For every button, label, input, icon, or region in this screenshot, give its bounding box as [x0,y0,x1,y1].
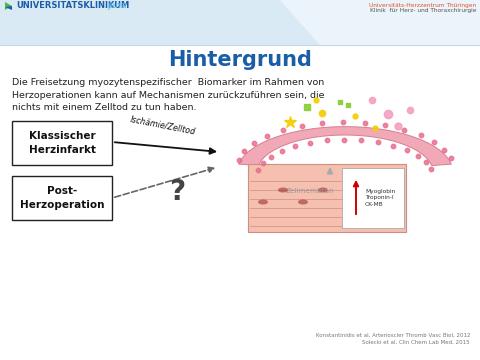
FancyBboxPatch shape [342,168,404,228]
Text: Konstantinidis et al, Arterioscler Thromb Vasc Biol, 2012: Konstantinidis et al, Arterioscler Throm… [315,333,470,338]
Text: ?: ? [169,178,185,206]
Text: Hintergrund: Hintergrund [168,50,312,70]
FancyBboxPatch shape [12,121,112,165]
Text: Klassischer
Herzinfarkt: Klassischer Herzinfarkt [28,131,96,154]
Ellipse shape [258,199,268,204]
FancyBboxPatch shape [248,164,406,232]
Text: jena: jena [107,1,127,10]
Text: Universitäts-Herzzentrum Thüringen: Universitäts-Herzzentrum Thüringen [369,3,476,8]
Polygon shape [239,127,451,166]
Text: Die Freisetzung myozytenspezifischer  Biomarker im Rahmen von
Herzoperationen ka: Die Freisetzung myozytenspezifischer Bio… [12,78,324,112]
Polygon shape [5,6,12,10]
Text: Post-
Herzoperation: Post- Herzoperation [20,186,104,210]
Bar [0,0,480,45]
Polygon shape [5,2,12,10]
Bar [0,45,480,360]
Text: Ischämie/Zelltod: Ischämie/Zelltod [130,114,196,136]
Text: Klinik  für Herz- und Thoraxchirurgie: Klinik für Herz- und Thoraxchirurgie [370,8,476,13]
Text: Zellmembran: Zellmembran [286,188,334,194]
Text: UNIVERSITATSKLINIKUM: UNIVERSITATSKLINIKUM [16,1,129,10]
Text: Solecki et al, Clin Chem Lab Med, 2015: Solecki et al, Clin Chem Lab Med, 2015 [362,340,470,345]
Polygon shape [280,0,480,45]
Text: Myoglobin
Troponin-I
CK-MB: Myoglobin Troponin-I CK-MB [365,189,395,207]
Ellipse shape [298,199,308,204]
Ellipse shape [278,188,288,193]
Ellipse shape [318,188,328,193]
FancyBboxPatch shape [12,176,112,220]
